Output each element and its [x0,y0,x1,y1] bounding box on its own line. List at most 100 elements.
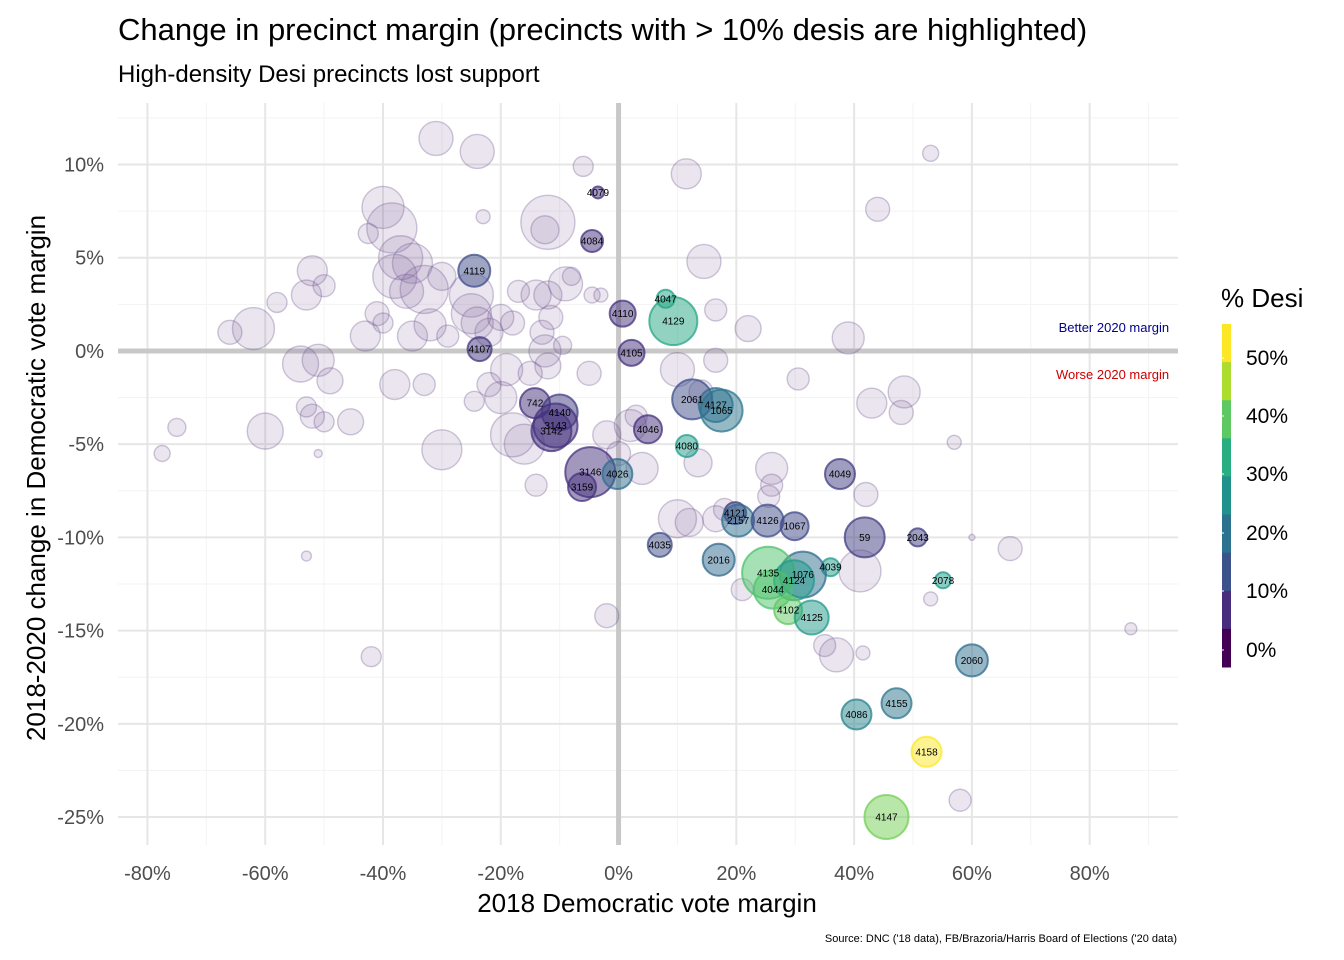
background-point [296,255,329,287]
background-point [418,120,454,157]
x-tick-label: -80% [124,863,171,885]
point-label: 4125 [801,613,824,624]
background-point [533,280,563,310]
legend-label: 30% [1246,463,1288,486]
legend-label: 10% [1246,580,1288,603]
background-points [153,120,1138,812]
point-label: 2078 [932,576,955,587]
highlighted-point [633,414,663,445]
highlighted-point [567,472,598,503]
x-tick-label: 80% [1070,863,1110,885]
point-label: 4035 [649,540,672,551]
margin-annotation: Better 2020 margin [1059,320,1170,335]
background-point [372,253,418,300]
point-label: 2061 [681,395,704,406]
point-label: 4121 [724,509,747,520]
point-label: 4124 [783,576,806,587]
background-point [583,286,601,304]
background-point [538,304,564,331]
background-point [864,196,891,222]
point-label: 3159 [571,483,594,494]
background-point [299,403,326,429]
highlighted-point [699,388,744,433]
background-point [484,380,518,415]
background-point [517,360,543,387]
chart-title: Change in precinct margin (precincts wit… [118,12,1087,47]
highlighted-point [601,458,634,490]
background-point [489,352,524,387]
background-point [421,429,463,471]
highlighted-point [590,185,605,200]
chart-caption: Source: DNC ('18 data), FB/Brazoria/Harr… [825,933,1177,945]
background-point [300,550,313,562]
point-label: 1065 [710,406,733,417]
plot-area: 4079 4084 4119 4047 4110 4129 4107 4105 742 4140 3… [118,103,1178,845]
background-point [231,306,276,351]
point-label: 2016 [708,555,731,566]
y-axis-title: 2018-2020 change in Democratic vote marg… [21,215,51,741]
background-point [413,308,447,342]
point-label: 2043 [907,533,930,544]
background-point [922,591,939,607]
background-point [831,321,865,355]
legend: % Desi 50% 40% 30% 20% 10% 0% [1221,283,1303,668]
point-label: 3142 [540,427,563,438]
y-axis-ticks: 10% 5% 0% -5% -10% -15% -20% -25% [57,155,104,830]
background-point [313,448,323,459]
point-label: 4119 [464,266,486,277]
point-label: 4046 [637,425,660,436]
background-point [534,352,562,380]
x-tick-label: -20% [477,863,524,885]
background-point [476,371,502,398]
background-point [266,291,288,314]
background-point [997,535,1023,562]
highlighted-point [843,516,886,559]
point-label: 1076 [792,570,815,581]
background-point [855,645,871,661]
background-point [734,314,762,343]
background-point [372,312,394,334]
x-tick-label: 0% [604,863,633,885]
highlighted-point [779,511,810,542]
background-point [450,292,493,335]
legend-swatch [1222,514,1231,554]
legend-title: % Desi [1221,283,1303,313]
background-point [295,396,318,418]
background-point [946,434,962,451]
x-tick-label: 40% [834,863,874,885]
background-point [377,235,424,281]
background-point [948,788,972,812]
background-point [888,399,914,426]
x-tick-label: 20% [716,863,756,885]
point-label: 4080 [676,442,699,453]
highlighted-point [840,698,873,731]
y-tick-label: -5% [68,434,104,456]
chart-subtitle: High-density Desi precincts lost support [118,61,540,88]
background-point [349,320,382,352]
legend-labels: 50% 40% 30% 20% 10% 0% [1222,347,1288,662]
highlighted-point [646,531,673,558]
background-point [921,144,940,163]
background-point [361,185,405,230]
background-point [818,637,855,673]
y-tick-label: 5% [75,248,104,270]
point-label: 742 [527,399,544,410]
background-point [657,499,698,539]
background-point [530,215,560,245]
point-label: 2157 [727,516,750,527]
background-point [336,408,365,436]
background-point [674,507,704,538]
highlighted-point [823,458,856,490]
background-point [487,303,515,332]
background-point [703,347,729,373]
background-point [812,633,837,658]
point-label: 3146 [579,468,602,479]
highlighted-point [457,253,492,288]
background-point [153,444,171,463]
highlighted-point [793,599,830,636]
background-point [360,646,382,668]
point-label: 4127 [705,401,728,412]
background-point [670,158,702,190]
x-tick-label: 60% [952,863,992,885]
